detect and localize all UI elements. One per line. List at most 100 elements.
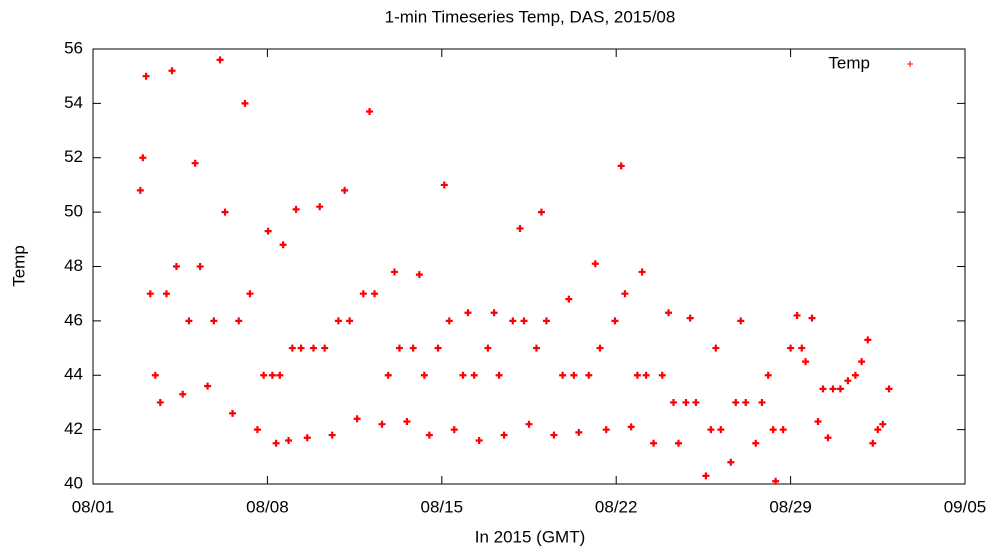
data-point [139,154,147,162]
data-point [384,371,392,379]
data-point [495,371,503,379]
data-point [246,290,254,298]
data-point [885,385,893,393]
data-point [650,439,658,447]
data-point [440,181,448,189]
y-tick-label: 42 [64,419,83,438]
data-point [272,439,280,447]
data-point [787,344,795,352]
data-point [874,426,882,434]
data-point [146,290,154,298]
data-point [292,205,300,213]
data-point [334,317,342,325]
data-point [470,371,478,379]
x-tick-label: 08/22 [595,497,638,516]
data-point [309,344,317,352]
data-point [241,99,249,107]
data-point [484,344,492,352]
data-point [575,428,583,436]
data-point [136,186,144,194]
data-point [204,382,212,390]
data-point [459,371,467,379]
x-tick-label: 08/01 [72,497,115,516]
x-tick-label: 08/29 [769,497,812,516]
data-point [264,227,272,235]
data-point [346,317,354,325]
data-point [764,371,772,379]
data-point [142,72,150,80]
legend-marker [907,61,913,67]
y-tick-label: 40 [64,473,83,492]
data-point [415,271,423,279]
data-point [196,263,204,270]
data-point [303,434,311,442]
data-point [633,371,641,379]
data-point [500,431,508,439]
data-point [341,186,349,194]
data-point [686,314,694,322]
data-point [858,358,866,366]
chart-title: 1-min Timeseries Temp, DAS, 2015/08 [385,7,676,26]
data-point [168,67,176,75]
data-point [829,385,837,393]
data-point [279,241,287,249]
data-point [216,56,224,64]
data-point [537,208,545,216]
data-point [420,371,428,379]
data-point [321,344,329,352]
data-point [844,377,852,385]
data-point [772,477,780,485]
data-point [565,295,573,303]
data-point [621,290,629,298]
data-point [229,409,237,417]
data-point [752,439,760,447]
data-point [366,108,374,116]
data-point [808,314,816,322]
data-point [638,268,646,276]
data-point [717,426,725,434]
data-point [769,426,777,434]
data-point [665,309,673,317]
data-point [864,336,872,344]
data-point [151,371,159,379]
data-point [793,311,801,319]
data-point [570,371,578,379]
data-point [297,344,305,352]
data-point [450,426,458,434]
data-point [596,344,604,352]
data-point [359,290,367,298]
data-point [235,317,243,325]
data-point [674,439,682,447]
data-point [288,344,296,352]
y-tick-label: 44 [64,365,83,384]
data-point [692,398,700,406]
data-point [525,420,533,428]
y-tick-label: 50 [64,202,83,221]
data-point [627,423,635,431]
data-point [758,398,766,406]
data-point [559,371,567,379]
data-point [409,344,417,352]
data-point [742,398,750,406]
data-point [602,426,610,434]
data-point [658,371,666,379]
y-tick-label: 56 [64,38,83,57]
data-point [851,371,859,379]
data-point [532,344,540,352]
data-point [464,309,472,317]
data-point [879,420,887,428]
data-point [210,317,218,325]
data-point [617,162,625,170]
data-point [260,371,268,379]
x-tick-label: 09/05 [944,497,987,516]
data-point [371,290,379,298]
data-point [798,344,806,352]
data-point [475,437,483,444]
data-point [445,317,453,325]
x-tick-label: 08/08 [246,497,289,516]
data-point [682,398,690,406]
data-point [542,317,550,325]
data-point [268,371,276,379]
